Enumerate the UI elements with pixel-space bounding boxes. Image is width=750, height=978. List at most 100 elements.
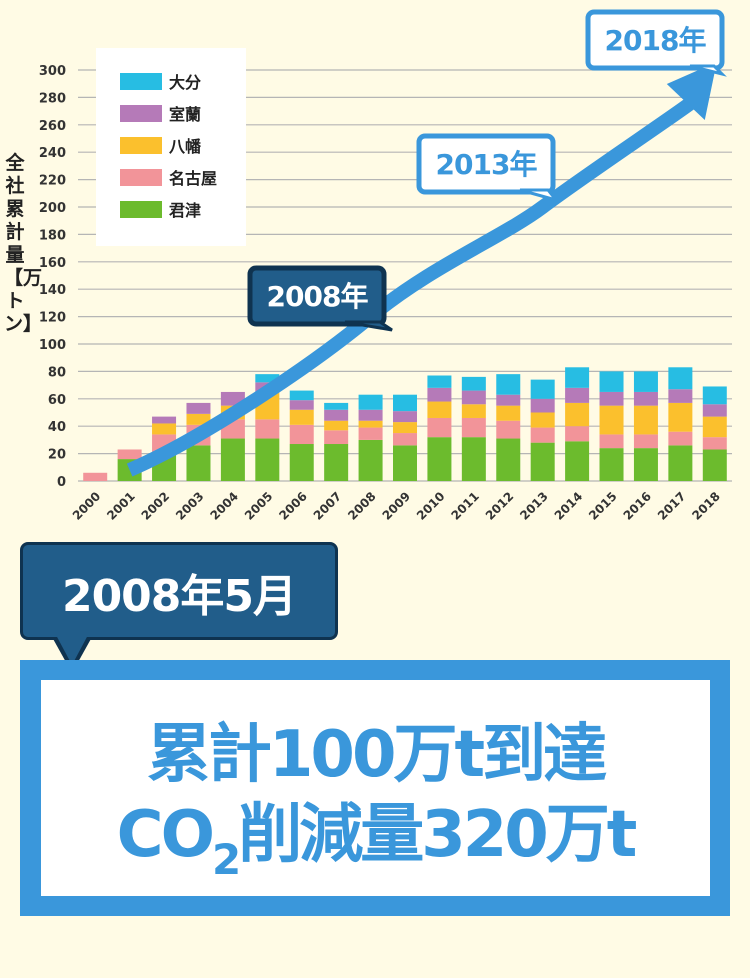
y-tick-label: 180	[39, 228, 66, 243]
bar-segment	[358, 427, 383, 440]
x-tick-label: 2011	[448, 489, 482, 523]
y-tick-label: 220	[39, 174, 66, 189]
callout-date-text: 2008年5月	[61, 571, 297, 622]
bar-segment	[393, 433, 417, 446]
bar-segment	[324, 430, 349, 445]
x-tick-label: 2009	[380, 489, 414, 523]
y-tick-label: 60	[48, 393, 66, 408]
result-inner	[41, 680, 710, 896]
bar-segment	[324, 420, 349, 431]
x-tick-label: 2002	[139, 489, 173, 523]
annotation-tail	[689, 64, 727, 77]
bar-segment	[358, 394, 383, 410]
bar-segment	[186, 445, 211, 481]
bar-segment	[633, 448, 658, 481]
bar-segment	[289, 424, 314, 445]
y-tick-label: 160	[39, 256, 66, 271]
bar-segment	[496, 405, 521, 421]
bar-segment	[530, 427, 555, 443]
bar-segment	[565, 402, 590, 427]
legend-label: 室蘭	[169, 105, 201, 124]
bar-segment	[668, 367, 693, 390]
bar-segment	[117, 449, 142, 460]
x-tick-label: 2006	[276, 489, 310, 523]
legend-swatch	[120, 137, 162, 154]
y-tick-label: 0	[57, 475, 66, 490]
x-tick-label: 2010	[414, 489, 448, 523]
bar-segment	[633, 391, 658, 406]
bar-segment	[324, 444, 349, 481]
y-tick-label: 200	[39, 201, 66, 216]
annotation-tail	[344, 320, 393, 332]
x-tick-label: 2008	[345, 489, 379, 523]
bar-segment	[599, 391, 624, 406]
bar-segment	[427, 437, 452, 481]
bar-segment	[186, 402, 211, 414]
bar-segment	[633, 434, 658, 449]
bar-segment	[427, 401, 452, 418]
bar-segment	[565, 367, 590, 388]
y-tick-label: 260	[39, 119, 66, 134]
bar-segment	[496, 420, 521, 439]
bar-segment	[289, 409, 314, 425]
bar-segment	[461, 437, 486, 481]
bar-segment	[324, 402, 349, 410]
annotation-label: 2018年	[605, 24, 707, 57]
annotation-box	[247, 265, 387, 327]
bar-segment	[393, 394, 417, 412]
bar-segment	[702, 416, 727, 438]
x-tick-label: 2015	[586, 489, 620, 523]
annotation-label: 2013年	[436, 148, 538, 181]
annotation-box	[416, 133, 556, 195]
bar-segment	[702, 404, 727, 417]
bar-segment	[220, 438, 245, 481]
bar-segment	[702, 449, 727, 481]
co2-subscript: 2	[211, 835, 241, 884]
legend-label: 君津	[169, 201, 201, 220]
bar-segment	[530, 412, 555, 428]
bar-segment	[186, 413, 211, 425]
bar-segment	[668, 445, 693, 481]
bar-segment	[289, 400, 314, 410]
date-callout	[20, 542, 338, 640]
x-tick-label: 2018	[689, 489, 723, 523]
annotation-tail	[519, 188, 561, 203]
bar-segment	[565, 426, 590, 442]
bar-segment	[461, 417, 486, 438]
result-line-1: 累計100万t到達	[146, 718, 607, 792]
bar-segment	[289, 444, 314, 481]
bar-segment	[427, 387, 452, 402]
result-line-2-suffix: 削減量320万t	[238, 798, 637, 872]
bar-segment	[255, 419, 280, 439]
bar-segment	[633, 405, 658, 435]
x-tick-label: 2003	[173, 489, 207, 523]
x-tick-label: 2000	[70, 489, 104, 523]
bar-segment	[530, 398, 555, 413]
x-tick-label: 2007	[311, 489, 345, 523]
legend-label: 大分	[169, 73, 201, 92]
x-tick-label: 2012	[483, 489, 517, 523]
bar-segment	[358, 420, 383, 428]
x-tick-label: 2013	[517, 489, 551, 523]
annotation-box	[585, 9, 725, 71]
bar-segment	[702, 437, 727, 450]
x-tick-label: 2016	[621, 489, 655, 523]
y-tick-label: 240	[39, 146, 66, 161]
x-tick-label: 2001	[104, 489, 138, 523]
bar-segment	[289, 390, 314, 401]
x-tick-label: 2004	[207, 489, 241, 523]
bar-segment	[668, 389, 693, 403]
bar-segment	[393, 411, 417, 423]
bar-segment	[461, 390, 486, 405]
bar-segment	[599, 448, 624, 481]
bar-segment	[565, 441, 590, 481]
bar-segment	[530, 442, 555, 481]
bar-segment	[461, 404, 486, 418]
x-tick-label: 2005	[242, 489, 276, 523]
bar-segment	[83, 472, 108, 481]
legend-swatch	[120, 169, 162, 186]
bar-segment	[324, 409, 349, 421]
bar-segment	[358, 439, 383, 481]
y-tick-label: 300	[39, 64, 66, 79]
co2-prefix: CO	[116, 798, 215, 872]
